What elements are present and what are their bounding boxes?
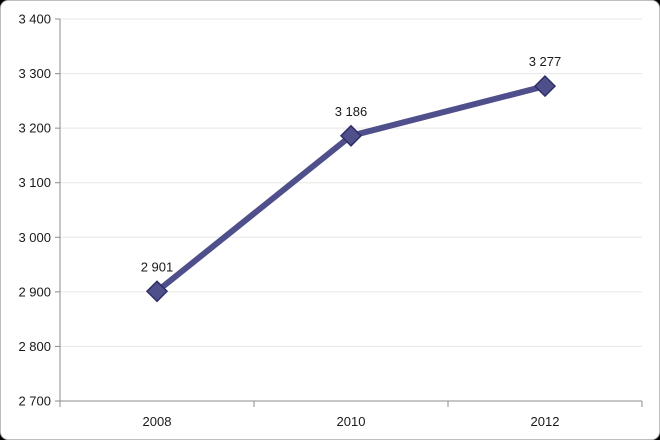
data-point-marker <box>145 280 169 303</box>
data-point-marker <box>533 75 557 98</box>
data-label: 2 901 <box>141 259 174 274</box>
data-label: 3 186 <box>335 104 368 119</box>
x-axis-ticks: 2008 2010 2012 <box>59 401 643 429</box>
y-tick-label: 3 400 <box>18 12 51 27</box>
y-tick-label: 3 200 <box>18 121 51 136</box>
axes <box>59 19 642 402</box>
y-tick-label: 3 000 <box>18 230 51 245</box>
x-tick-label: 2010 <box>337 414 366 429</box>
y-tick-label: 2 700 <box>18 394 51 409</box>
data-labels: 2 901 3 186 3 277 <box>141 54 562 274</box>
y-axis-ticks: 2 700 2 800 2 900 3 000 3 100 3 200 3 300 3 400 <box>18 12 60 409</box>
y-tick-label: 2 900 <box>18 284 51 299</box>
series <box>145 75 557 303</box>
y-tick-label: 2 800 <box>18 339 51 354</box>
y-tick-label: 3 300 <box>18 66 51 81</box>
y-tick-label: 3 100 <box>18 175 51 190</box>
data-label: 3 277 <box>529 54 562 69</box>
x-tick-label: 2012 <box>531 414 560 429</box>
data-point-marker <box>339 124 363 147</box>
x-tick-label: 2008 <box>143 414 172 429</box>
